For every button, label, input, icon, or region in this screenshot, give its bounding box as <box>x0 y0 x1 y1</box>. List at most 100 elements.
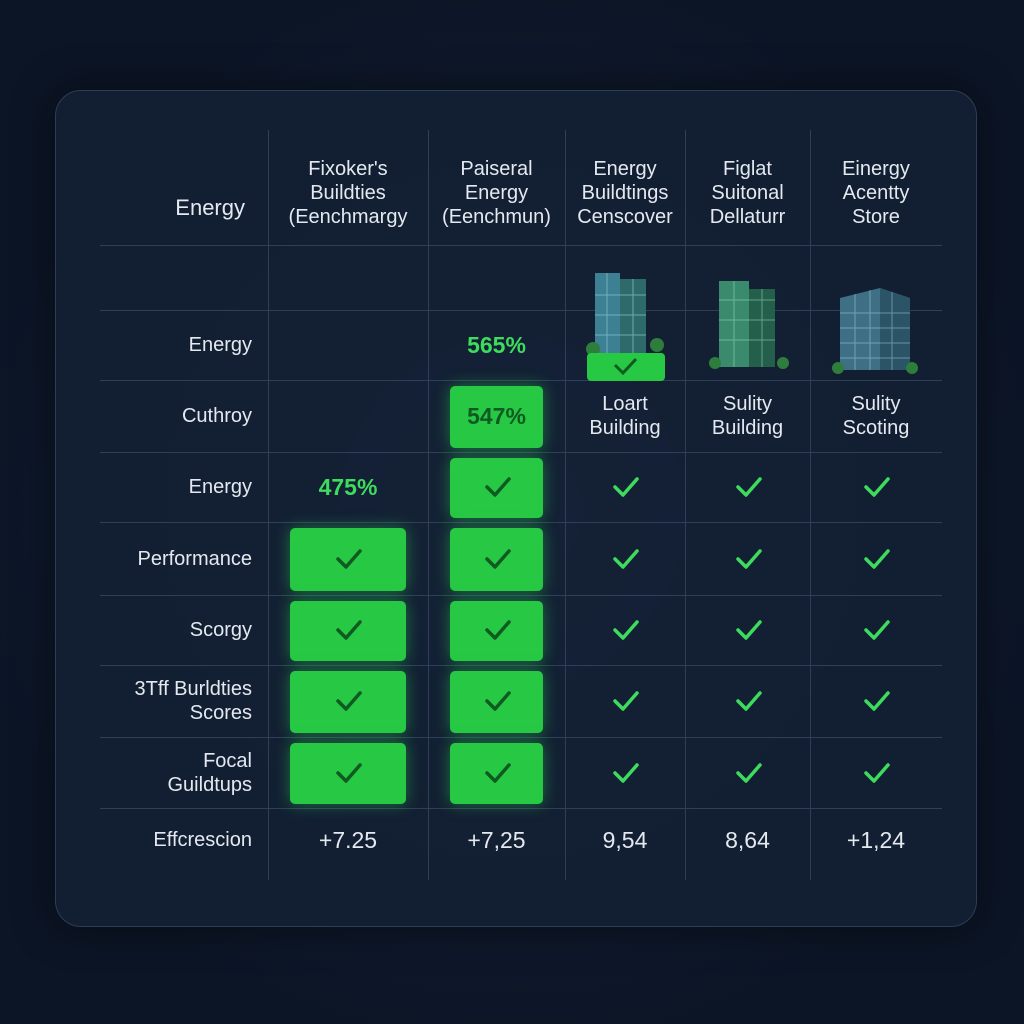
table-cell <box>268 522 428 595</box>
column-header: Paiseral Energy (Eenchmun) <box>428 140 565 245</box>
table-cell <box>428 452 565 522</box>
row-divider <box>100 245 942 246</box>
table-cell <box>565 452 685 522</box>
cell-text: Censcover <box>577 205 673 228</box>
table-cell: 9,54 <box>565 808 685 872</box>
cell-text: Building <box>711 417 784 439</box>
table-cell <box>428 737 565 808</box>
cell-text: Suitonal <box>711 181 784 204</box>
check-icon <box>864 762 890 783</box>
cell-text: Buildtings <box>581 181 669 204</box>
check-icon <box>735 762 762 783</box>
table-cell: +7,25 <box>428 808 565 872</box>
cell-text: Energy <box>593 157 657 180</box>
cell-text: 9,54 <box>602 827 648 853</box>
table-cell <box>428 522 565 595</box>
column-header: Figlat Suitonal Dellaturr <box>685 140 810 245</box>
row-divider <box>100 522 942 523</box>
row-divider <box>100 452 942 453</box>
cell-text: Cuthroy <box>181 405 252 427</box>
column-divider <box>268 130 269 880</box>
column-divider <box>810 130 811 880</box>
cell-text: Performance <box>137 547 253 570</box>
cell-text: Energy <box>188 476 252 498</box>
table-cell: 8,64 <box>685 808 810 872</box>
row-label: Cuthroy <box>100 380 252 452</box>
highlight-box <box>450 671 543 733</box>
building-icon <box>586 273 665 381</box>
table-cell <box>428 665 565 737</box>
table-cell <box>268 665 428 737</box>
cell-text: Figlat <box>723 157 772 180</box>
cell-text: Effcrescion <box>153 829 252 851</box>
highlight-box <box>290 743 406 804</box>
column-divider <box>685 130 686 880</box>
table-cell <box>685 665 810 737</box>
cell-text: 547% <box>467 403 526 429</box>
table-cell: Sulity Building <box>685 380 810 452</box>
row-label: 3Tff Burldties Scores <box>100 665 252 737</box>
table-cell <box>565 737 685 808</box>
column-header: Einergy Acentty Store <box>810 140 942 245</box>
cell-text: (Eenchmun) <box>442 205 551 228</box>
cell-text: Paiseral <box>460 157 533 180</box>
check-icon <box>613 477 639 497</box>
check-icon <box>864 691 890 711</box>
cell-text: Energy <box>464 181 529 204</box>
table-cell <box>810 737 942 808</box>
cell-text: Loart <box>602 393 648 415</box>
highlight-box <box>450 601 543 661</box>
table-cell <box>810 452 942 522</box>
table-cell <box>685 452 810 522</box>
cell-text: +1,24 <box>846 827 906 853</box>
cell-text: Energy <box>175 195 245 220</box>
table-cell <box>810 522 942 595</box>
check-icon <box>613 691 639 711</box>
check-icon <box>613 620 639 640</box>
check-icon <box>336 762 362 783</box>
cell-text: +7,25 <box>467 827 526 853</box>
table-cell: +1,24 <box>810 808 942 872</box>
check-icon <box>484 620 511 640</box>
cell-text: Acentty <box>842 181 910 204</box>
highlight-box <box>450 458 543 518</box>
highlight-box <box>290 528 406 591</box>
cell-text: Scores <box>189 702 252 724</box>
cell-text: Guildtups <box>167 773 253 796</box>
table-cell <box>810 665 942 737</box>
cell-text: Focal <box>203 749 252 772</box>
column-divider <box>565 130 566 880</box>
table-cell <box>685 737 810 808</box>
check-icon <box>484 691 511 711</box>
cell-text: Scorgy <box>189 619 252 641</box>
cell-text: Dellaturr <box>709 205 786 228</box>
row-divider <box>100 595 942 596</box>
cell-text: (Eenchmargy <box>288 205 408 228</box>
table-cell <box>565 665 685 737</box>
check-icon <box>735 691 762 711</box>
table-cell: Loart Building <box>565 380 685 452</box>
cell-text: Scoting <box>842 417 910 439</box>
cell-text: Fixoker's <box>308 157 388 180</box>
table-cell: Sulity Scoting <box>810 380 942 452</box>
highlight-box <box>290 601 406 661</box>
cell-text: 565% <box>467 332 526 358</box>
cell-text: Buildties <box>310 181 386 204</box>
table-cell <box>428 595 565 665</box>
table-cell <box>685 522 810 595</box>
building-icon <box>709 281 789 369</box>
table-cell: 547% <box>428 380 565 452</box>
table-cell <box>810 595 942 665</box>
check-icon <box>735 620 762 640</box>
check-icon <box>864 548 890 569</box>
row-divider <box>100 808 942 809</box>
row-divider <box>100 310 942 311</box>
row-divider <box>100 665 942 666</box>
check-icon <box>864 620 890 640</box>
cell-text: Einergy <box>842 157 910 180</box>
table-cell <box>268 595 428 665</box>
row-label: Effcrescion <box>100 808 252 872</box>
column-header: Fixoker's Buildties (Eenchmargy <box>268 140 428 245</box>
row-label: Energy <box>100 452 252 522</box>
check-icon <box>613 548 639 569</box>
